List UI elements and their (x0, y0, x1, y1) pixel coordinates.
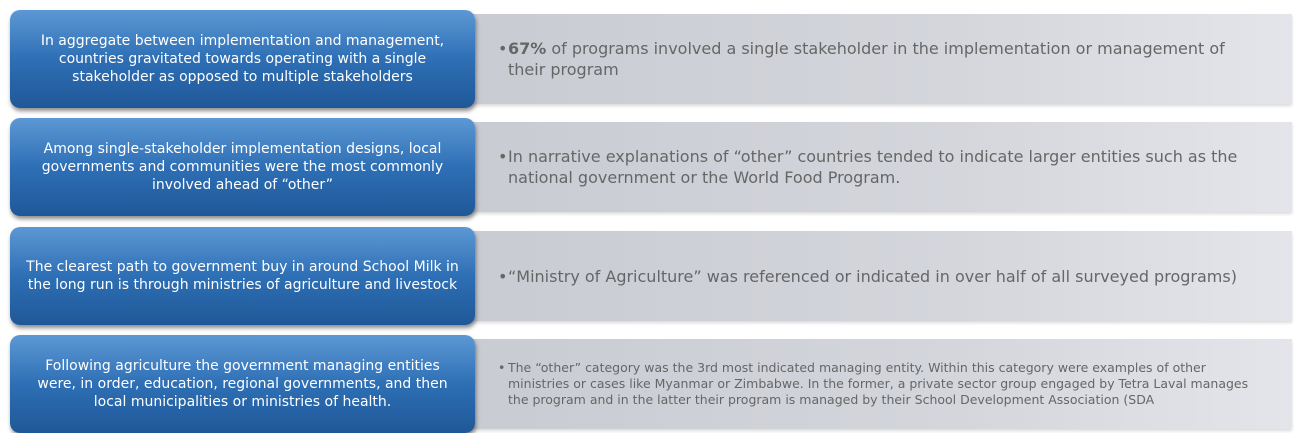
detail-box: The “other” category was the 3rd most in… (462, 339, 1292, 429)
detail: The “other” category was the 3rd most in… (508, 360, 1252, 408)
claim: In aggregate between implementation and … (26, 32, 459, 86)
row: “Ministry of Agriculture” was referenced… (0, 225, 1296, 325)
detail-box: 67% of programs involved a single stakeh… (462, 14, 1292, 104)
row: In narrative explanations of “other” cou… (0, 116, 1296, 216)
claim: Following agriculture the government man… (26, 357, 459, 411)
claim-box: Among single-stakeholder implementation … (10, 118, 475, 216)
detail-box: In narrative explanations of “other” cou… (462, 122, 1292, 212)
detail: “Ministry of Agriculture” was referenced… (508, 266, 1237, 287)
detail-text: of programs involved a single stakeholde… (508, 39, 1225, 79)
row: 67% of programs involved a single stakeh… (0, 8, 1296, 108)
detail: In narrative explanations of “other” cou… (508, 146, 1252, 188)
detail-box: “Ministry of Agriculture” was referenced… (462, 231, 1292, 321)
row: The “other” category was the 3rd most in… (0, 333, 1296, 433)
claim-box: The clearest path to government buy in a… (10, 227, 475, 325)
claim: Among single-stakeholder implementation … (26, 140, 459, 194)
detail-lead: 67% (508, 39, 546, 58)
slide: 67% of programs involved a single stakeh… (0, 0, 1296, 432)
claim-box: Following agriculture the government man… (10, 335, 475, 433)
detail: 67% of programs involved a single stakeh… (508, 38, 1252, 80)
claim: The clearest path to government buy in a… (26, 258, 459, 294)
claim-box: In aggregate between implementation and … (10, 10, 475, 108)
